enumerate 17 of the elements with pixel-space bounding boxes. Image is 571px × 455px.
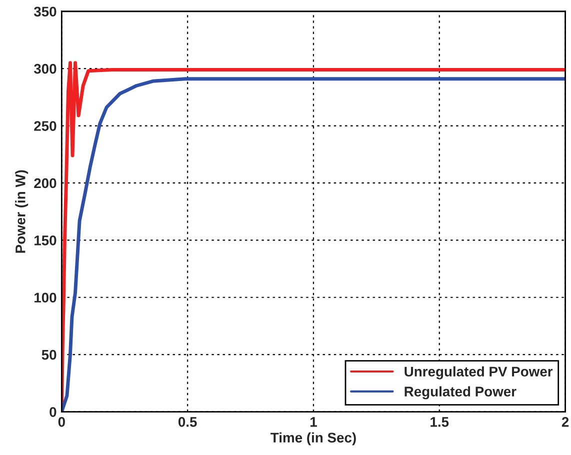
x-tick-label: 1: [310, 417, 317, 427]
y-tick-label: 150: [34, 236, 56, 246]
y-tick-label: 250: [34, 121, 56, 131]
legend-label: Regulated Power: [404, 386, 516, 400]
y-axis-title: Power (in W): [15, 170, 28, 253]
x-tick-label: 0: [58, 417, 65, 427]
x-tick-label: 2: [562, 417, 569, 427]
legend-label: Unregulated PV Power: [404, 366, 553, 380]
y-tick-label: 350: [34, 6, 56, 17]
y-tick-label: 100: [34, 292, 56, 303]
y-tick-label: 0: [50, 407, 56, 417]
x-axis-title: Time (in Sec): [270, 432, 356, 446]
y-tick-label: 300: [34, 64, 56, 74]
y-tick-label: 50: [42, 350, 56, 360]
y-tick-label: 200: [34, 178, 56, 188]
x-tick-label: 1.5: [430, 417, 449, 427]
x-tick-label: 0.5: [178, 417, 197, 427]
